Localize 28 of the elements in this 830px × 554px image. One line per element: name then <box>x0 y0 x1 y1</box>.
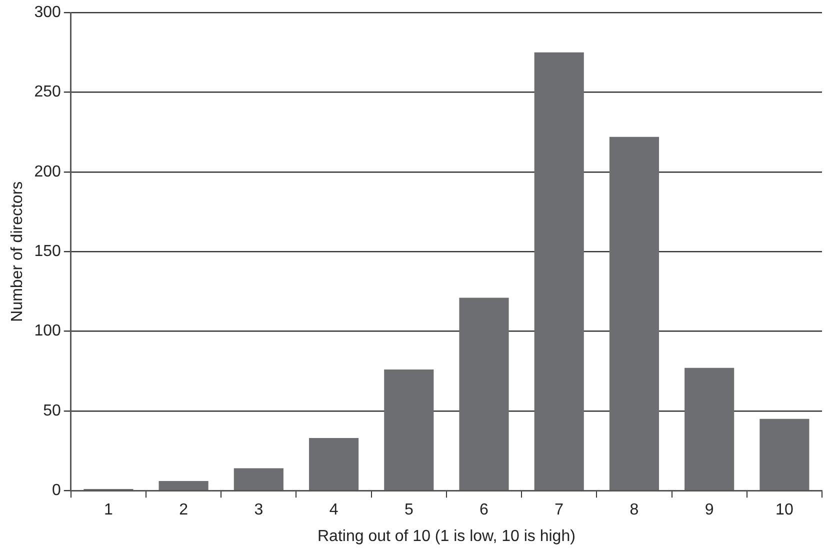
bar <box>384 370 434 490</box>
y-tick-label: 250 <box>34 84 61 101</box>
x-axis-title: Rating out of 10 (1 is low, 10 is high) <box>317 528 576 545</box>
bar <box>308 438 359 490</box>
bar <box>760 418 810 490</box>
x-tick-label: 6 <box>480 502 489 519</box>
x-tick-label: 4 <box>329 502 338 519</box>
bar <box>609 136 660 490</box>
y-tick-label: 150 <box>34 243 61 260</box>
x-tick-label: 2 <box>179 502 188 519</box>
x-tick-label: 1 <box>104 502 113 519</box>
x-tick-label: 5 <box>404 502 414 519</box>
bar <box>684 368 734 490</box>
y-tick-label: 300 <box>34 4 61 22</box>
y-tick-label: 100 <box>34 322 61 340</box>
bar <box>459 298 509 490</box>
y-axis-title: Number of directors <box>9 181 26 322</box>
x-tick-label: 9 <box>704 502 714 519</box>
bar <box>534 52 584 490</box>
x-tick-label: 8 <box>630 502 639 519</box>
x-tick-label: 3 <box>254 502 264 519</box>
bar <box>234 468 284 490</box>
x-tick-label: 7 <box>554 502 564 519</box>
y-tick-label: 0 <box>52 482 61 500</box>
x-tick-label: 10 <box>776 502 794 519</box>
bar <box>158 481 208 490</box>
y-tick-label: 200 <box>34 163 61 180</box>
y-tick-label: 50 <box>43 402 61 420</box>
